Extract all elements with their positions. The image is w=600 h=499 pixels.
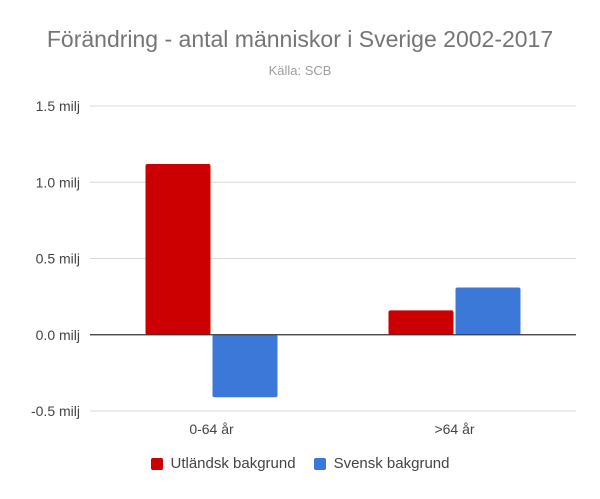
legend-swatch-svensk	[313, 457, 326, 470]
axes: 1.5 milj 1.0 milj 0.5 milj 0.0 milj -0.5 mil…	[31, 98, 576, 437]
legend: Utländsk bakgrund Svensk bakgrund	[0, 455, 600, 472]
legend-item-svensk[interactable]: Svensk bakgrund	[313, 455, 450, 472]
chart-title: Förändring - antal människor i Sverige 2…	[46, 26, 554, 52]
y-tick-label: -0.5 milj	[31, 403, 80, 419]
legend-label-utlandsk: Utländsk bakgrund	[170, 455, 296, 472]
legend-swatch-utlandsk	[150, 457, 163, 470]
y-tick-label: 1.5 milj	[36, 98, 80, 114]
bar	[145, 163, 211, 335]
legend-item-utlandsk[interactable]: Utländsk bakgrund	[150, 455, 296, 472]
y-tick-label: 0.0 milj	[36, 327, 80, 343]
chart-subtitle: Källa: SCB	[268, 63, 332, 78]
bars	[145, 163, 521, 398]
bar	[455, 287, 521, 335]
bar	[212, 334, 278, 398]
y-tick-label: 0.5 milj	[36, 251, 80, 267]
legend-label-svensk: Svensk bakgrund	[333, 455, 450, 472]
bar	[388, 310, 454, 335]
x-tick-label: >64 år	[434, 421, 474, 437]
x-tick-label: 0-64 år	[189, 421, 234, 437]
y-tick-label: 1.0 milj	[36, 174, 80, 190]
